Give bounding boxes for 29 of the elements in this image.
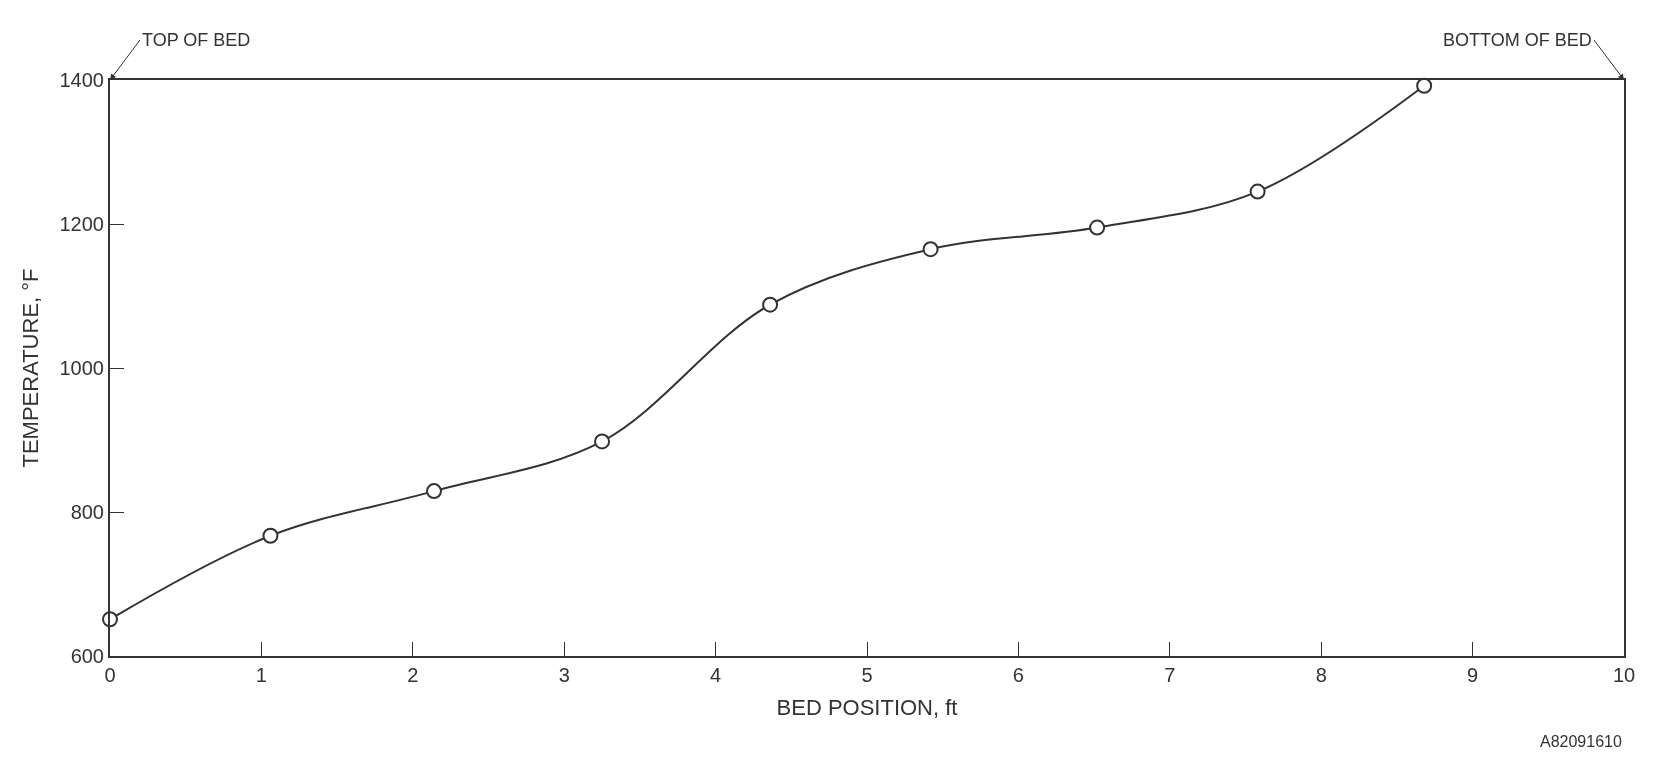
- y-tick-label: 800: [70, 501, 104, 523]
- x-tick-label: 9: [1467, 664, 1479, 686]
- point: [262, 527, 279, 544]
- x-tick-label: 2: [407, 664, 419, 686]
- x-axis-title: BED POSITION, ft: [776, 695, 958, 721]
- x-tick-label: 3: [558, 664, 570, 686]
- x-tick-label: 5: [861, 664, 873, 686]
- y-tick-label: 1400: [59, 69, 104, 91]
- x-tick-label: 7: [1164, 664, 1176, 686]
- x-tick-label: 0: [104, 664, 116, 686]
- point: [762, 296, 779, 313]
- point: [1089, 219, 1106, 236]
- y-tick-label: 1200: [59, 213, 104, 235]
- x-tick-label: 1: [255, 664, 267, 686]
- text: A82091610: [1540, 733, 1622, 750]
- point: [1249, 183, 1266, 200]
- text: TOP OF BED: [142, 30, 251, 50]
- x-tick-label: 6: [1012, 664, 1024, 686]
- y-axis-title: TEMPERATURE, °F: [17, 268, 43, 468]
- y-tick-label: 1000: [59, 357, 104, 379]
- point: [594, 433, 611, 450]
- point: [426, 483, 442, 500]
- point: [922, 241, 939, 258]
- y-tick-label: 600: [70, 645, 104, 667]
- x-tick-label: 4: [710, 664, 722, 686]
- text: BOTTOM OF BED: [1443, 30, 1592, 50]
- x-tick-label: 10: [1612, 664, 1636, 686]
- x-tick-label: 8: [1315, 664, 1327, 686]
- point: [1416, 77, 1433, 94]
